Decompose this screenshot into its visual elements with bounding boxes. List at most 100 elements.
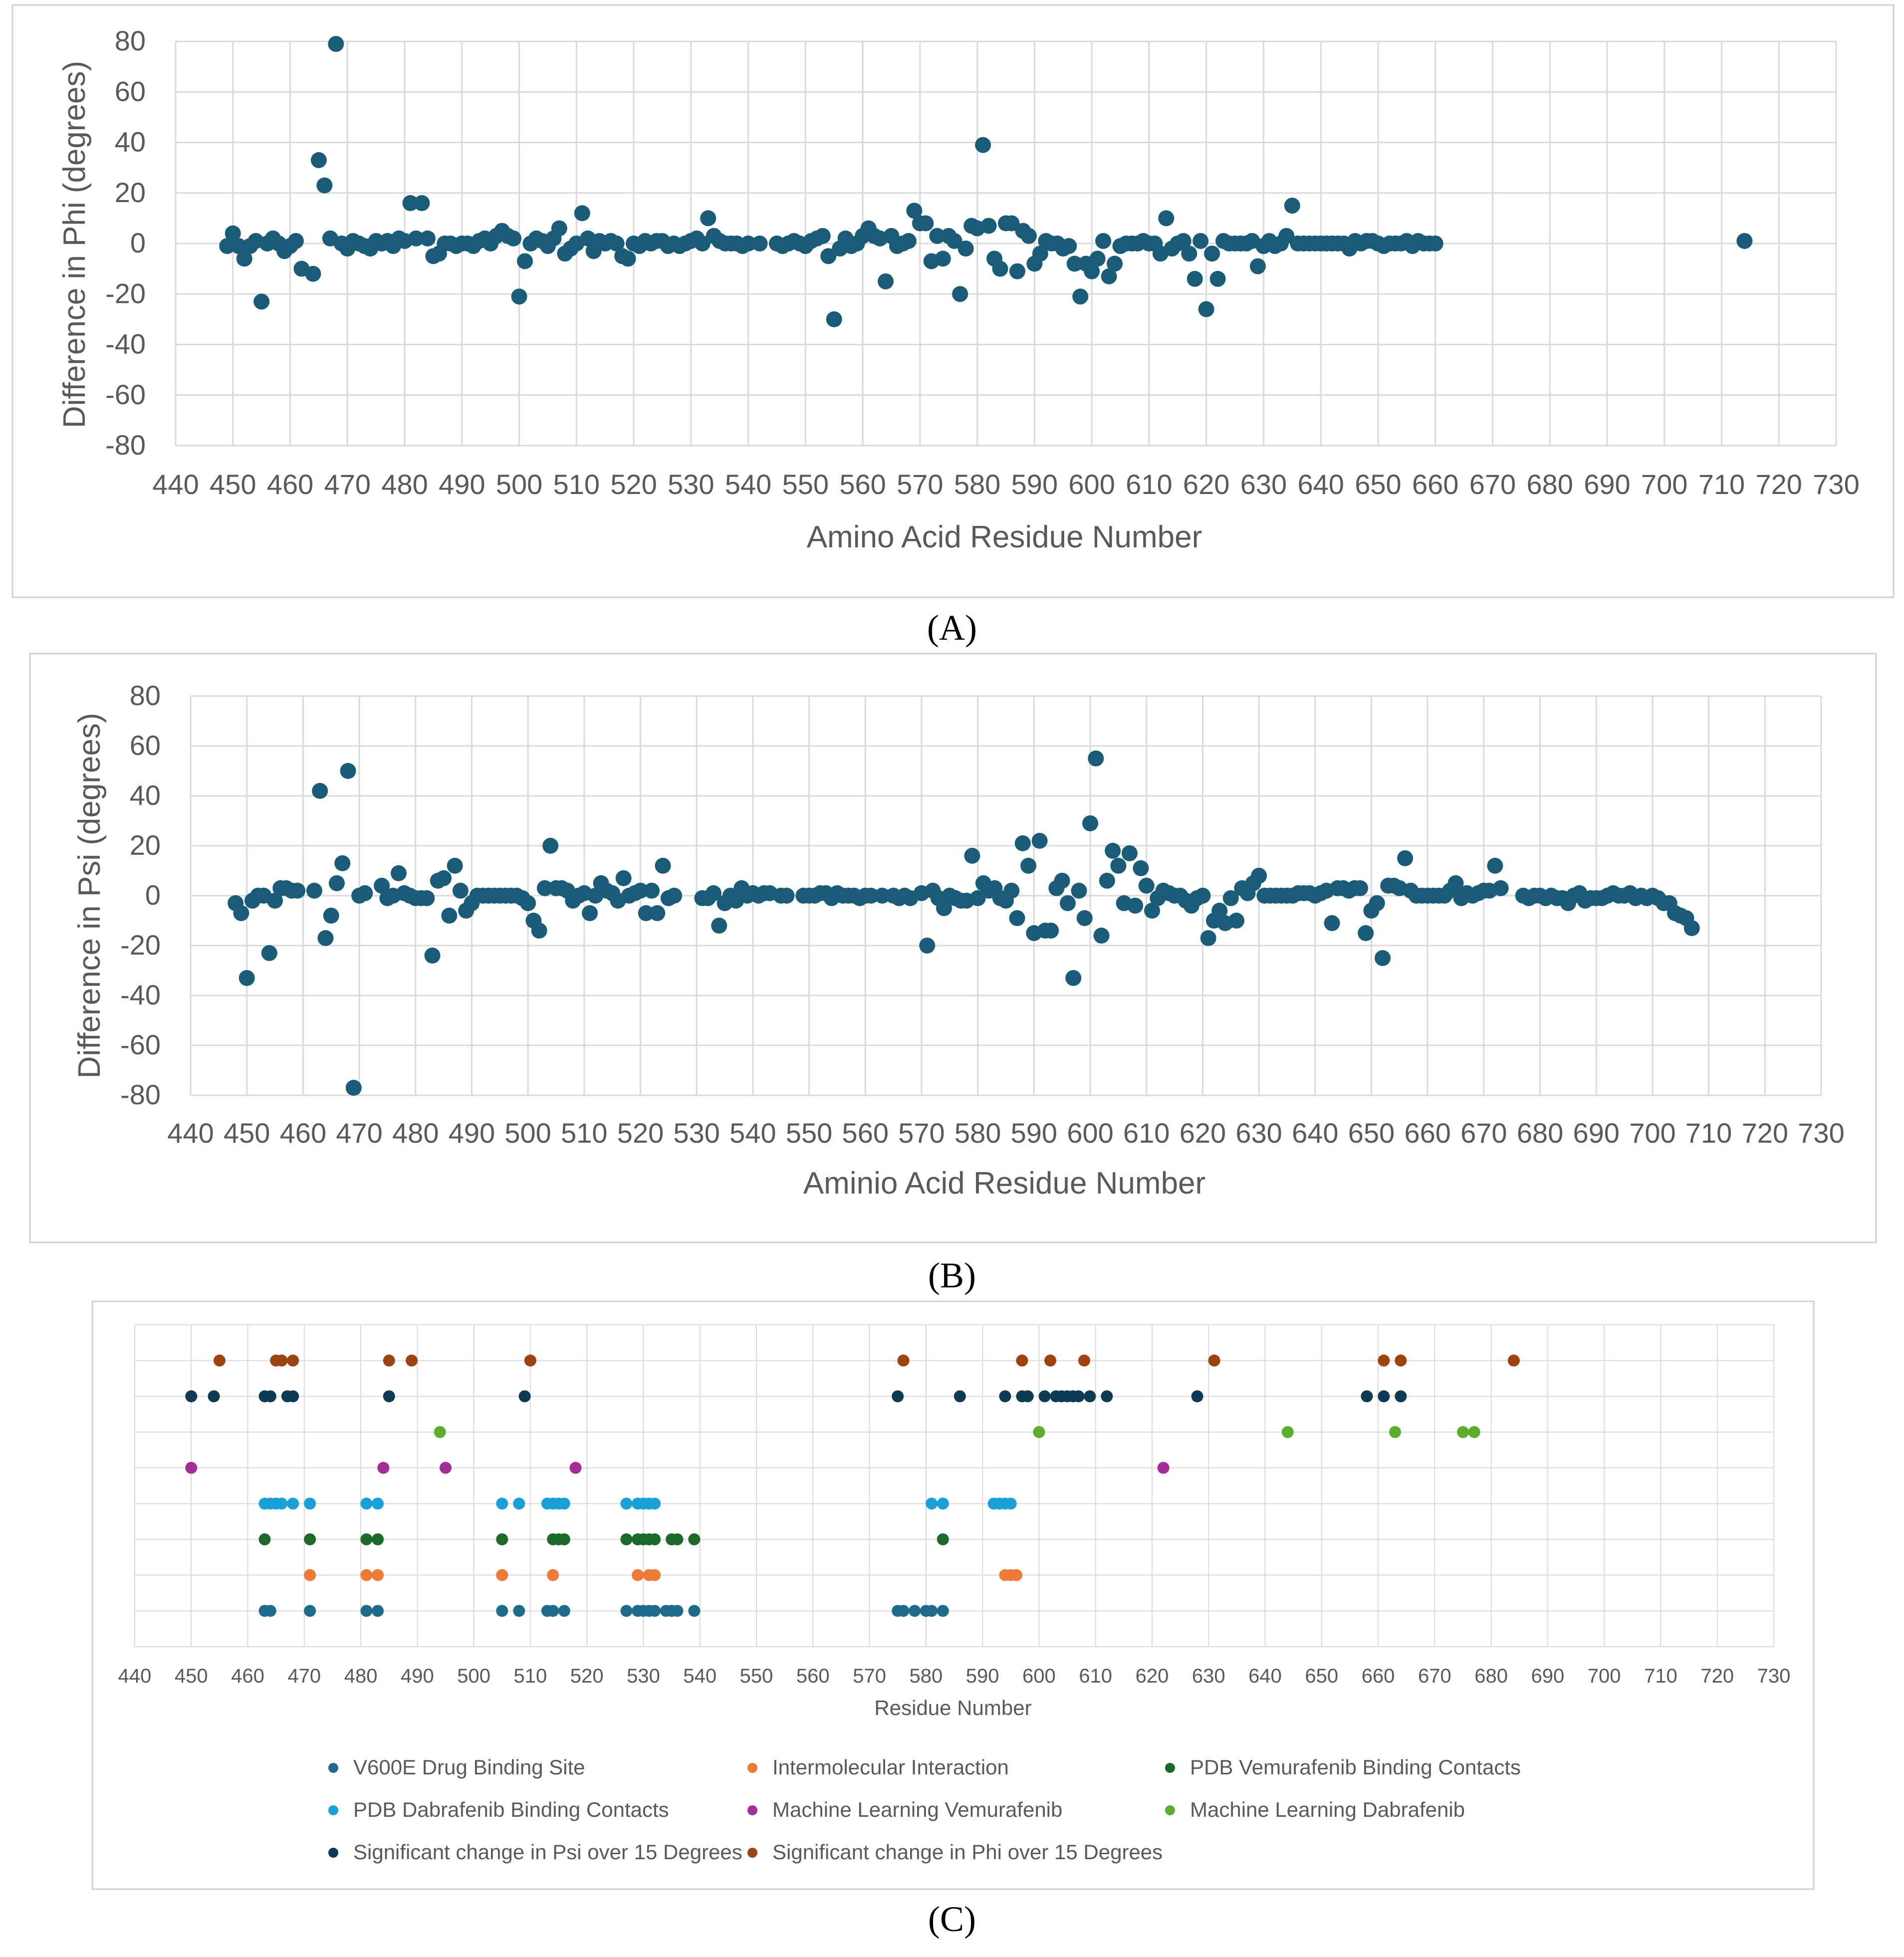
data-point (1192, 233, 1209, 249)
data-point (1284, 198, 1300, 214)
x-tick-label: 730 (1757, 1665, 1791, 1687)
x-tick-label: 660 (1412, 469, 1458, 500)
data-point (185, 1390, 198, 1403)
x-tick-label: 500 (504, 1117, 551, 1149)
legend-marker (328, 1763, 338, 1773)
x-tick-label: 520 (610, 469, 657, 500)
data-point (1061, 238, 1077, 254)
data-point (1281, 1426, 1294, 1438)
data-point (305, 265, 321, 282)
data-point (694, 236, 711, 251)
data-point (1020, 228, 1037, 244)
data-point (1071, 883, 1087, 899)
x-tick-label: 570 (853, 1665, 886, 1687)
x-tick-label: 550 (740, 1665, 773, 1687)
x-tick-label: 470 (324, 469, 371, 500)
x-tick-label: 650 (1348, 1117, 1395, 1149)
data-point (1181, 245, 1197, 262)
y-tick-label: 0 (145, 879, 161, 911)
data-point (496, 1605, 508, 1617)
data-point (666, 888, 683, 904)
caption-b: (B) (928, 1255, 976, 1295)
data-point (317, 930, 334, 946)
x-tick-label: 610 (1079, 1665, 1112, 1687)
data-point (1228, 913, 1245, 929)
data-point (496, 1569, 508, 1581)
x-tick-label: 640 (1248, 1665, 1282, 1687)
data-point (264, 1390, 276, 1403)
data-point (1456, 1426, 1469, 1438)
data-point (518, 1390, 531, 1403)
data-point (649, 1497, 661, 1510)
data-point (520, 895, 536, 911)
data-point (328, 36, 344, 52)
y-tick-label: -60 (105, 379, 146, 410)
x-tick-label: 650 (1355, 469, 1401, 500)
data-point (671, 1533, 684, 1545)
data-point (213, 1354, 226, 1367)
data-point (287, 1497, 299, 1510)
data-point (897, 1354, 910, 1367)
x-tick-label: 670 (1418, 1665, 1451, 1687)
data-point (408, 230, 424, 246)
panel-b-y-axis-label: Difference in Psi (degrees) (72, 713, 107, 1079)
data-point (1082, 815, 1099, 831)
data-point (969, 890, 986, 906)
data-point (1395, 1390, 1407, 1403)
x-tick-label: 520 (570, 1665, 604, 1687)
x-tick-label: 700 (1588, 1665, 1621, 1687)
data-point (1076, 910, 1093, 926)
data-point (1016, 1354, 1028, 1367)
data-point (558, 1497, 570, 1510)
x-tick-label: 640 (1292, 1117, 1338, 1149)
data-point (406, 1354, 418, 1367)
data-point (1003, 883, 1020, 899)
data-point (1369, 895, 1385, 911)
x-tick-label: 540 (725, 469, 771, 500)
x-tick-label: 640 (1297, 469, 1344, 500)
x-tick-label: 690 (1573, 1117, 1620, 1149)
data-point (863, 888, 879, 904)
data-point (236, 250, 252, 267)
x-tick-label: 540 (729, 1117, 776, 1149)
data-point (671, 1605, 684, 1617)
data-point (1211, 903, 1228, 919)
data-point (992, 260, 1008, 277)
data-point (778, 888, 795, 904)
data-point (1144, 903, 1160, 919)
y-tick-label: 40 (130, 779, 161, 811)
data-point (1105, 843, 1121, 859)
data-point (1095, 233, 1112, 249)
x-tick-label: 600 (1022, 1665, 1056, 1687)
legend-marker (328, 1805, 338, 1815)
data-point (1191, 1390, 1203, 1403)
data-point (304, 1497, 316, 1510)
data-point (372, 1533, 384, 1545)
data-point (441, 908, 458, 924)
legend-marker (328, 1848, 338, 1858)
y-tick-label: 20 (115, 177, 146, 208)
data-point (312, 783, 328, 799)
x-tick-label: 630 (1192, 1665, 1225, 1687)
data-point (383, 1354, 395, 1367)
y-tick-label: 60 (115, 75, 146, 107)
data-point (547, 1569, 559, 1581)
panel-b-chart: 440 450 460 470 480 490 500 510 520 530 540 550 560 5… (120, 680, 1845, 1149)
legend-marker (1165, 1805, 1175, 1815)
x-tick-label: 530 (627, 1665, 660, 1687)
data-point (1032, 245, 1048, 262)
x-tick-label: 660 (1362, 1665, 1395, 1687)
data-point (334, 855, 351, 871)
x-tick-label: 690 (1584, 469, 1630, 500)
data-point (608, 236, 625, 251)
data-point (1059, 895, 1076, 911)
x-tick-label: 490 (401, 1665, 434, 1687)
x-tick-label: 720 (1756, 469, 1802, 500)
y-tick-label: 80 (115, 25, 146, 56)
x-tick-label: 590 (1011, 1117, 1057, 1149)
data-point (258, 1533, 271, 1545)
legend-label: Machine Learning Vemurafenib (772, 1798, 1062, 1821)
data-point (820, 248, 837, 264)
x-tick-label: 630 (1240, 469, 1287, 500)
data-point (264, 1605, 276, 1617)
